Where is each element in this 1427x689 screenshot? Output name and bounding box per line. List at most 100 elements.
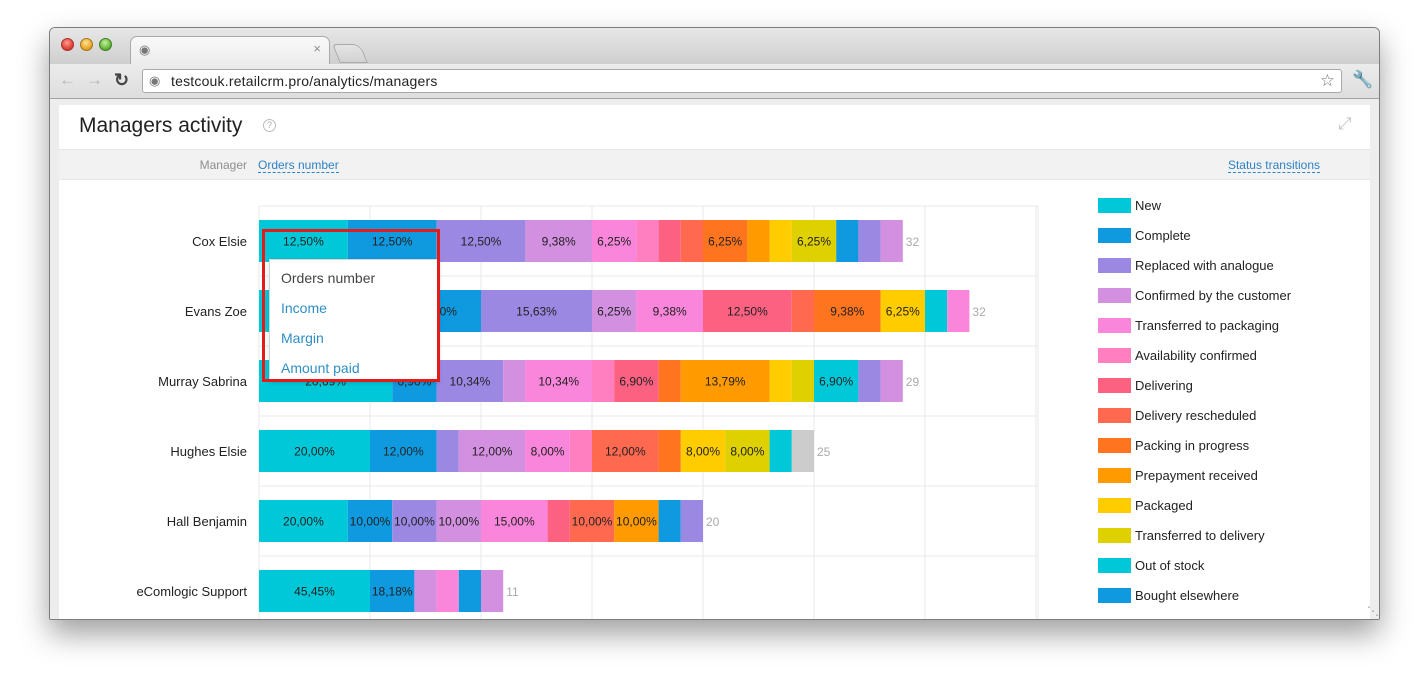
bar-segment[interactable]	[769, 360, 792, 402]
browser-tab[interactable]: ◉ ×	[130, 36, 330, 64]
bar-segment[interactable]	[525, 430, 570, 472]
new-tab-button[interactable]	[332, 44, 368, 63]
bar-segment[interactable]	[347, 220, 437, 262]
legend-swatch	[1098, 258, 1131, 273]
bar-segment[interactable]	[658, 360, 681, 402]
bar-segment[interactable]	[347, 500, 393, 542]
bar-segment[interactable]	[259, 570, 370, 612]
bar-segment[interactable]	[525, 360, 592, 402]
bar-segment[interactable]	[858, 360, 881, 402]
bar-segment[interactable]	[680, 360, 770, 402]
bar-segment[interactable]	[880, 220, 903, 262]
bar-segment-label: 10,00%	[572, 515, 613, 529]
help-icon[interactable]: ?	[263, 119, 276, 132]
reload-icon[interactable]: ↻	[114, 70, 130, 90]
bar-segment[interactable]	[481, 290, 592, 332]
bar-segment[interactable]	[569, 500, 615, 542]
bar-segment[interactable]	[259, 430, 370, 472]
bar-segment[interactable]	[791, 430, 814, 472]
dropdown-item-income[interactable]: Income	[281, 300, 327, 316]
bar-segment[interactable]	[658, 430, 681, 472]
minimize-window-button[interactable]	[80, 38, 93, 51]
bar-segment[interactable]	[592, 220, 637, 262]
bar-segment-label: 10,00%	[394, 515, 435, 529]
bar-segment[interactable]	[836, 220, 859, 262]
bar-segment[interactable]	[259, 500, 348, 542]
url-text[interactable]: testcouk.retailcrm.pro/analytics/manager…	[171, 73, 438, 89]
bar-segment[interactable]	[592, 290, 637, 332]
bar-segment[interactable]	[636, 290, 703, 332]
bar-segment[interactable]	[614, 360, 659, 402]
bar-segment[interactable]	[858, 220, 881, 262]
dropdown-item-orders-number[interactable]: Orders number	[281, 270, 376, 286]
bar-segment[interactable]	[370, 430, 437, 472]
bar-segment[interactable]	[814, 290, 881, 332]
bar-segment[interactable]	[436, 570, 459, 612]
address-bar[interactable]: ◉ testcouk.retailcrm.pro/analytics/manag…	[142, 69, 1342, 93]
bar-segment-label: 15,63%	[516, 305, 557, 319]
bar-segment[interactable]	[614, 500, 659, 542]
bar-segment[interactable]	[725, 430, 770, 472]
expand-icon[interactable]: ⤢	[1338, 114, 1352, 133]
forward-arrow-icon[interactable]: →	[86, 70, 103, 89]
bar-segment[interactable]	[814, 360, 859, 402]
bar-segment[interactable]	[547, 500, 570, 542]
bar-segment[interactable]	[259, 220, 348, 262]
bar-segment[interactable]	[880, 290, 925, 332]
bar-segment[interactable]	[636, 220, 659, 262]
bar-segment[interactable]	[392, 500, 437, 542]
legend-label: Delivering	[1135, 378, 1193, 393]
wrench-icon[interactable]: 🔧	[1352, 70, 1374, 89]
close-tab-icon[interactable]: ×	[313, 41, 321, 56]
bar-segment[interactable]	[592, 430, 659, 472]
bar-segment[interactable]	[791, 360, 814, 402]
zoom-window-button[interactable]	[99, 38, 112, 51]
bar-segment[interactable]	[791, 290, 814, 332]
legend-swatch	[1098, 468, 1131, 483]
bar-segment[interactable]	[414, 570, 437, 612]
bar-segment[interactable]	[680, 430, 726, 472]
metric-selector-link[interactable]: Orders number	[258, 158, 339, 173]
bar-segment[interactable]	[658, 500, 681, 542]
bar-segment[interactable]	[703, 220, 748, 262]
bar-segment-label: 6,90%	[819, 375, 853, 389]
bar-segment[interactable]	[658, 220, 681, 262]
legend-swatch	[1098, 498, 1131, 513]
close-window-button[interactable]	[61, 38, 74, 51]
bar-segment[interactable]	[458, 570, 481, 612]
bar-segment[interactable]	[769, 430, 792, 472]
resize-grip-icon[interactable]: ⋱	[1367, 604, 1379, 618]
dropdown-item-margin[interactable]: Margin	[281, 330, 324, 346]
dropdown-item-amount-paid[interactable]: Amount paid	[281, 360, 360, 376]
back-arrow-icon[interactable]: ←	[59, 70, 76, 89]
legend-label: Complete	[1135, 228, 1191, 243]
bar-segment[interactable]	[436, 220, 526, 262]
bar-segment[interactable]	[703, 290, 792, 332]
bar-segment[interactable]	[947, 290, 970, 332]
bar-segment-label: 6,25%	[597, 305, 631, 319]
bar-segment[interactable]	[791, 220, 837, 262]
legend-label: Confirmed by the customer	[1135, 288, 1292, 303]
bookmark-star-icon[interactable]: ☆	[1319, 71, 1335, 90]
manager-name: Hall Benjamin	[167, 514, 247, 529]
bar-segment[interactable]	[769, 220, 792, 262]
bar-segment[interactable]	[436, 430, 459, 472]
bar-segment[interactable]	[592, 360, 615, 402]
bar-segment[interactable]	[436, 500, 481, 542]
bar-segment[interactable]	[436, 360, 504, 402]
bar-segment[interactable]	[458, 430, 526, 472]
bar-segment[interactable]	[925, 290, 948, 332]
bar-segment[interactable]	[503, 360, 526, 402]
bar-segment[interactable]	[481, 570, 504, 612]
status-transitions-link[interactable]: Status transitions	[1227, 158, 1320, 173]
bar-segment[interactable]	[680, 500, 703, 542]
bar-segment[interactable]	[569, 430, 592, 472]
legend-label: Packaged	[1135, 498, 1193, 513]
bar-segment[interactable]	[747, 220, 770, 262]
bar-segment[interactable]	[525, 220, 592, 262]
manager-names: Cox Elsie Evans Zoe Murray Sabrina Hughes E…	[136, 234, 247, 599]
bar-segment[interactable]	[481, 500, 548, 542]
bar-segment[interactable]	[880, 360, 903, 402]
bar-segment[interactable]	[680, 220, 703, 262]
bar-segment[interactable]	[370, 570, 415, 612]
